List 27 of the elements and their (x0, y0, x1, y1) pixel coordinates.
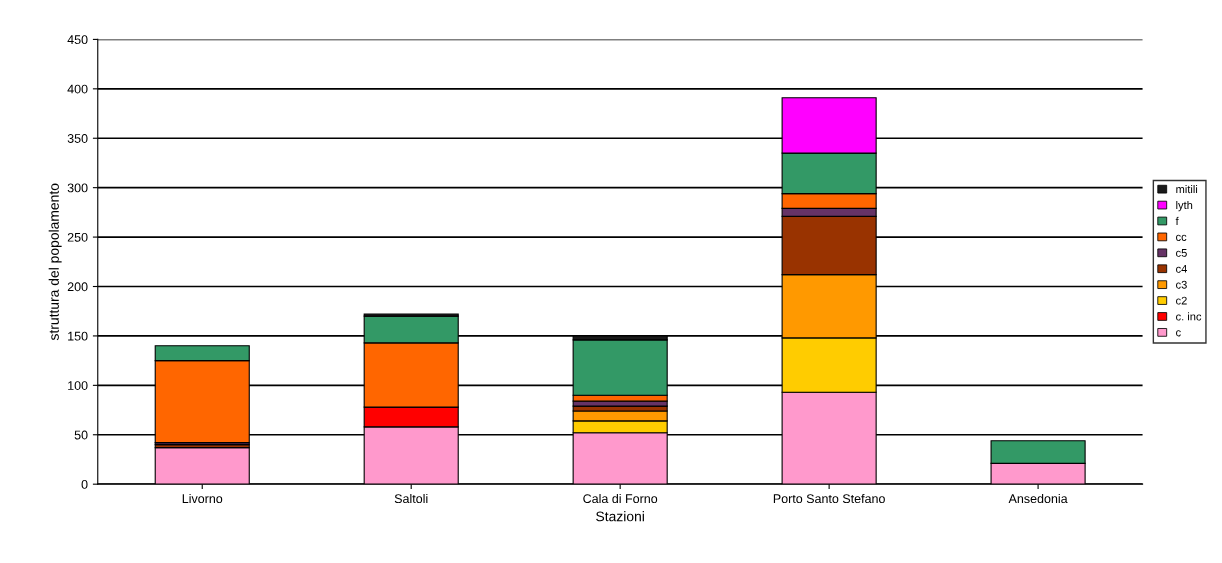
legend-label: cc (1176, 234, 1187, 241)
x-tick-label: Livorno (182, 493, 223, 504)
legend-label: mitili (1176, 185, 1198, 194)
legend-label: c. inc (1176, 312, 1202, 321)
legend-label: c2 (1176, 296, 1187, 305)
y-tick-label: 450 (67, 35, 88, 45)
y-tick-label: 400 (67, 84, 88, 94)
x-axis-title: Stazioni (596, 511, 644, 522)
x-tick-label: Ansedonia (1008, 493, 1068, 504)
legend-label: c5 (1176, 249, 1187, 257)
x-tick-label: Saltoli (394, 493, 428, 504)
y-axis-title: struttura del popolamento (48, 183, 62, 341)
x-tick-label: Cala di Forno (583, 493, 658, 504)
x-tick-label: Porto Santo Stefano (773, 493, 885, 504)
legend-label: f (1175, 216, 1179, 225)
y-tick-label: 0 (81, 479, 88, 489)
legend-label: lyth (1176, 200, 1193, 212)
y-tick-label: 100 (68, 381, 88, 390)
y-tick-label: 200 (67, 282, 88, 292)
y-tick-label: 250 (67, 232, 88, 242)
y-tick-label: 300 (67, 183, 88, 193)
y-tick-label: 150 (68, 331, 88, 341)
legend-label: c (1176, 330, 1181, 337)
y-tick-label: 350 (67, 134, 88, 143)
legend-label: c4 (1176, 264, 1187, 273)
y-tick-label: 50 (74, 430, 88, 440)
legend-label: c3 (1176, 280, 1187, 289)
